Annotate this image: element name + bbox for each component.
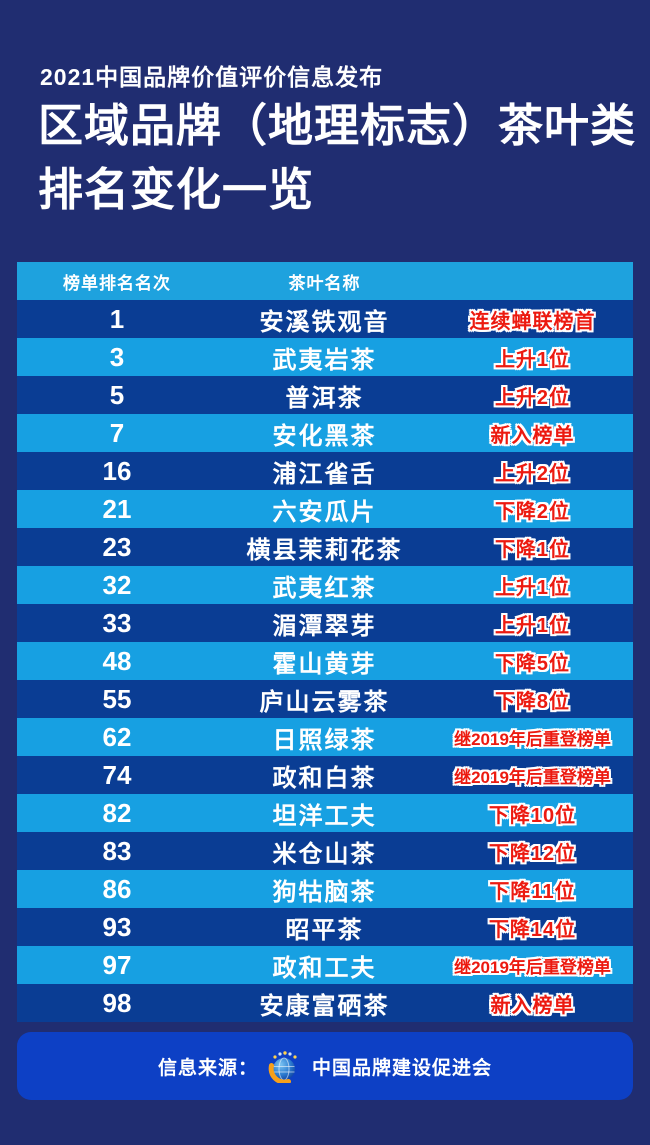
rank-cell: 23 bbox=[102, 531, 132, 562]
header-rank: 榜单排名名次 bbox=[63, 273, 171, 293]
table-body: 1 安溪铁观音 连续蝉联榜首 3 武夷岩茶 上升1位 5 普洱茶 上升2位 7 … bbox=[17, 300, 633, 1022]
rank-cell: 97 bbox=[102, 949, 132, 980]
ranking-table: 榜单排名名次 茶叶名称 1 安溪铁观音 连续蝉联榜首 3 武夷岩茶 上升1位 5… bbox=[17, 262, 633, 1022]
rank-cell: 62 bbox=[102, 721, 132, 752]
rank-change-cell: 上升2位 bbox=[494, 462, 571, 485]
source-name: 中国品牌建设促进会 bbox=[312, 1057, 493, 1079]
tea-name-cell: 六安瓜片 bbox=[272, 498, 377, 526]
rank-cell: 16 bbox=[102, 455, 132, 486]
rank-cell: 83 bbox=[102, 835, 132, 866]
rank-cell: 21 bbox=[102, 493, 132, 524]
table-row: 32 武夷红茶 上升1位 bbox=[17, 566, 633, 604]
tea-name-cell: 昭平茶 bbox=[285, 916, 364, 944]
rank-change-cell: 继2019年后重登榜单 bbox=[454, 729, 611, 749]
table-row: 93 昭平茶 下降14位 bbox=[17, 908, 633, 946]
table-row: 7 安化黑茶 新入榜单 bbox=[17, 414, 633, 452]
page-title-line1: 区域品牌（地理标志）茶叶类 bbox=[38, 101, 637, 151]
rank-cell: 86 bbox=[102, 873, 132, 904]
rank-change-cell: 上升2位 bbox=[494, 386, 571, 409]
header-tea-name: 茶叶名称 bbox=[288, 273, 361, 293]
table-row: 86 狗牯脑茶 下降11位 bbox=[17, 870, 633, 908]
tea-name-cell: 武夷红茶 bbox=[272, 574, 377, 602]
rank-cell: 93 bbox=[102, 911, 132, 942]
globe-logo-icon bbox=[267, 1049, 303, 1085]
tea-name-cell: 武夷岩茶 bbox=[272, 346, 377, 374]
source-footer: 信息来源： bbox=[17, 1032, 633, 1100]
rank-change-cell: 下降1位 bbox=[494, 538, 571, 561]
table-row: 97 政和工夫 继2019年后重登榜单 bbox=[17, 946, 633, 984]
rank-cell: 1 bbox=[109, 303, 125, 334]
tea-name-cell: 安康富硒茶 bbox=[259, 992, 390, 1020]
rank-cell: 33 bbox=[102, 607, 132, 638]
rank-change-cell: 连续蝉联榜首 bbox=[469, 310, 596, 333]
table-row: 62 日照绿茶 继2019年后重登榜单 bbox=[17, 718, 633, 756]
tea-name-cell: 湄潭翠芽 bbox=[272, 612, 377, 640]
table-row: 5 普洱茶 上升2位 bbox=[17, 376, 633, 414]
rank-cell: 3 bbox=[109, 341, 125, 372]
table-row: 83 米仓山茶 下降12位 bbox=[17, 832, 633, 870]
table-row: 98 安康富硒茶 新入榜单 bbox=[17, 984, 633, 1022]
tea-name-cell: 米仓山茶 bbox=[272, 840, 377, 868]
table-row: 33 湄潭翠芽 上升1位 bbox=[17, 604, 633, 642]
page-title-line2: 排名变化一览 bbox=[38, 165, 315, 215]
rank-change-cell: 继2019年后重登榜单 bbox=[454, 957, 611, 977]
table-row: 16 浦江雀舌 上升2位 bbox=[17, 452, 633, 490]
table-row: 55 庐山云雾茶 下降8位 bbox=[17, 680, 633, 718]
rank-cell: 32 bbox=[102, 569, 132, 600]
tea-name-cell: 政和工夫 bbox=[272, 954, 377, 982]
rank-change-cell: 下降14位 bbox=[488, 918, 577, 941]
tea-name-cell: 日照绿茶 bbox=[272, 726, 377, 754]
rank-change-cell: 上升1位 bbox=[494, 348, 571, 371]
table-row: 3 武夷岩茶 上升1位 bbox=[17, 338, 633, 376]
tea-name-cell: 普洱茶 bbox=[285, 384, 364, 412]
rank-change-cell: 下降11位 bbox=[489, 880, 576, 903]
tea-name-cell: 横县茉莉花茶 bbox=[246, 536, 403, 564]
tea-name-cell: 政和白茶 bbox=[272, 764, 377, 792]
table-row: 74 政和白茶 继2019年后重登榜单 bbox=[17, 756, 633, 794]
rank-cell: 7 bbox=[109, 417, 125, 448]
rank-change-cell: 下降12位 bbox=[488, 842, 577, 865]
rank-cell: 98 bbox=[102, 987, 132, 1018]
table-row: 23 横县茉莉花茶 下降1位 bbox=[17, 528, 633, 566]
rank-change-cell: 新入榜单 bbox=[490, 424, 575, 447]
tea-name-cell: 霍山黄芽 bbox=[272, 650, 377, 678]
rank-change-cell: 下降8位 bbox=[494, 690, 571, 713]
rank-change-cell: 新入榜单 bbox=[490, 994, 575, 1017]
table-row: 82 坦洋工夫 下降10位 bbox=[17, 794, 633, 832]
eyebrow-title: 2021中国品牌价值评价信息发布 bbox=[40, 64, 384, 90]
rank-change-cell: 上升1位 bbox=[494, 576, 571, 599]
tea-name-cell: 庐山云雾茶 bbox=[259, 688, 390, 716]
rank-change-cell: 下降2位 bbox=[494, 500, 571, 523]
tea-name-cell: 狗牯脑茶 bbox=[272, 878, 377, 906]
rank-change-cell: 继2019年后重登榜单 bbox=[454, 767, 611, 787]
rank-cell: 5 bbox=[109, 379, 125, 410]
tea-name-cell: 浦江雀舌 bbox=[272, 460, 377, 488]
tea-name-cell: 安溪铁观音 bbox=[259, 308, 390, 336]
rank-cell: 48 bbox=[102, 645, 132, 676]
table-row: 48 霍山黄芽 下降5位 bbox=[17, 642, 633, 680]
page-title: 区域品牌（地理标志）茶叶类 排名变化一览 bbox=[38, 94, 636, 222]
rank-change-cell: 下降10位 bbox=[488, 804, 577, 827]
rank-cell: 55 bbox=[102, 683, 132, 714]
tea-name-cell: 坦洋工夫 bbox=[272, 802, 377, 830]
source-label: 信息来源： bbox=[157, 1057, 258, 1079]
rank-cell: 82 bbox=[102, 797, 132, 828]
rank-change-cell: 下降5位 bbox=[494, 652, 571, 675]
tea-name-cell: 安化黑茶 bbox=[272, 422, 377, 450]
table-header-row: 榜单排名名次 茶叶名称 bbox=[17, 262, 633, 300]
table-row: 21 六安瓜片 下降2位 bbox=[17, 490, 633, 528]
table-row: 1 安溪铁观音 连续蝉联榜首 bbox=[17, 300, 633, 338]
rank-cell: 74 bbox=[102, 759, 132, 790]
rank-change-cell: 上升1位 bbox=[494, 614, 571, 637]
